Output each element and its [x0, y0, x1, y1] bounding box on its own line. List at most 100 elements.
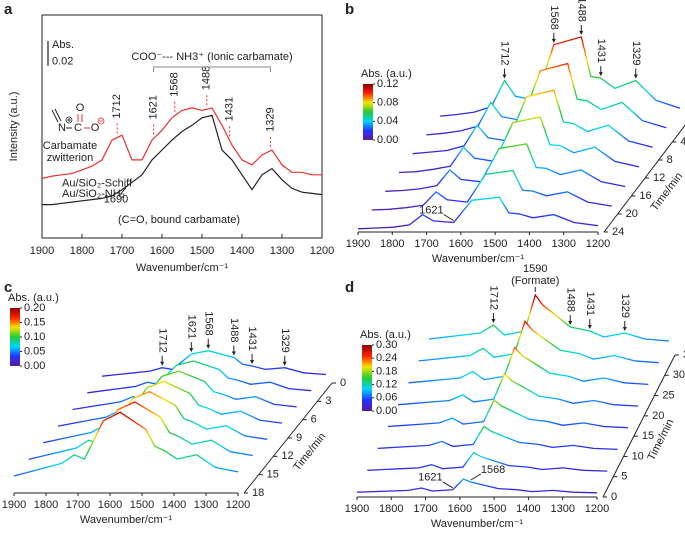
time-tick-label: 6: [311, 414, 317, 426]
arrow-head: [502, 74, 507, 79]
trace-backdrop: [408, 347, 649, 396]
x-tick-label: 1500: [130, 499, 154, 511]
front-label: 1621: [418, 472, 442, 484]
time-tick-label: 0: [340, 377, 346, 389]
x-tick-label: 1500: [190, 245, 214, 257]
spectrum-trace: [418, 319, 659, 364]
arrow-head: [250, 360, 255, 364]
colorbar-tick-label: 0.12: [376, 379, 397, 391]
front-arrow: [470, 473, 482, 481]
dip-note: (C=O, bound carbamate): [118, 214, 240, 226]
x-tick-label: 1200: [310, 245, 334, 257]
x-tick-label: 1800: [34, 499, 58, 511]
charge-sign: [67, 118, 71, 122]
zwitterion-label: zwitterion: [47, 152, 93, 164]
x-tick-label: 1400: [230, 245, 254, 257]
peak-label: 1431: [584, 292, 596, 316]
trace-backdrop: [358, 197, 598, 232]
x-tick-label: 1200: [226, 499, 250, 511]
time-tick-label: 9: [296, 432, 302, 444]
spectrum-trace: [43, 390, 268, 444]
x-axis-label: Wavenumber/cm⁻¹: [432, 253, 525, 265]
arrow-head: [622, 327, 627, 331]
front-arrow: [442, 481, 453, 489]
time-tick-label: 24: [612, 226, 624, 238]
bracket-label: COO⁻--- NH3⁺ (Ionic carbamate): [131, 51, 292, 63]
x-tick-label: 1900: [346, 238, 370, 250]
x-tick-label: 1900: [345, 503, 369, 515]
peak-label: 1621: [185, 315, 197, 339]
x-tick-label: 1200: [586, 238, 610, 250]
charge: [65, 116, 73, 124]
peak-label: 1431: [595, 39, 607, 63]
colorbar: [10, 308, 20, 366]
arrow-head: [579, 30, 584, 35]
x-tick-label: 1600: [449, 238, 473, 250]
peak-label: 1431: [246, 327, 258, 351]
colorbar-tick-label: 0.30: [376, 339, 397, 351]
colorbar-tick-label: 0.04: [377, 115, 398, 127]
spectrum-trace: [385, 143, 626, 192]
peak-label: 1329: [630, 41, 642, 65]
x-tick-label: 1500: [483, 238, 507, 250]
dip-arrow: [119, 187, 127, 196]
spectrum-line: [41, 107, 322, 180]
arrow-head: [587, 325, 592, 329]
peak-label: 1568: [202, 311, 214, 335]
colorbar-tick-label: 0.12: [377, 78, 398, 90]
spectrum-trace: [72, 370, 297, 411]
spectrum-trace: [398, 372, 639, 407]
x-tick-label: 1700: [414, 238, 438, 250]
trace-backdrop: [377, 426, 618, 457]
bond: [54, 108, 62, 122]
arrow-head: [189, 348, 194, 353]
legend-label: Au/SiO₂-NH₂: [62, 188, 125, 200]
panel-label: b: [345, 1, 354, 18]
spectrum-trace: [87, 360, 312, 394]
time-tick-label: 25: [662, 389, 674, 401]
trace-backdrop: [429, 295, 669, 355]
x-tick-label: 1300: [551, 238, 575, 250]
time-tick-label: 0: [611, 491, 617, 503]
x-tick-label: 1900: [30, 245, 54, 257]
colorbar-label: Abs. (a.u.): [361, 68, 412, 80]
panel-label: d: [345, 279, 354, 296]
colorbar-tick-label: 0.05: [24, 345, 45, 357]
peak-note: (Formate): [511, 275, 559, 287]
spectrum-trace: [13, 411, 239, 477]
x-axis-label: Wavenumber/cm⁻¹: [80, 514, 173, 526]
front-arrow: [443, 214, 454, 221]
time-tick-label: 12: [653, 172, 665, 184]
arrow-head: [491, 319, 496, 323]
colorbar-label: Abs. (a.u.): [8, 292, 59, 304]
spectrum-trace: [398, 116, 640, 174]
spectrum-trace: [357, 196, 599, 230]
x-tick-label: 1900: [2, 499, 26, 511]
scale-bar-unit: Abs.: [52, 39, 74, 51]
spectrum-trace: [28, 401, 253, 461]
x-tick-label: 1700: [66, 499, 90, 511]
time-tick-label: 4: [680, 136, 685, 148]
x-tick-label: 1600: [98, 499, 122, 511]
spectrum-trace: [408, 346, 649, 386]
time-tick-label: 15: [267, 469, 279, 481]
peak-label: 1568: [169, 72, 181, 96]
x-tick-label: 1800: [380, 238, 404, 250]
spectrum-trace: [101, 350, 327, 377]
spectrum-trace: [439, 36, 681, 117]
x-tick-label: 1300: [270, 245, 294, 257]
spectrum-trace: [377, 425, 618, 451]
peak-label: 1488: [564, 288, 576, 312]
dip-label: 1690: [104, 194, 128, 206]
peak-label: 1712: [111, 94, 123, 118]
time-tick-label: 3: [325, 395, 331, 407]
x-tick-label: 1500: [482, 503, 506, 515]
trace-backdrop: [102, 350, 326, 383]
colorbar-label: Abs. (a.u.): [360, 329, 411, 341]
time-axis: [602, 354, 676, 498]
time-tick-label: 8: [667, 154, 673, 166]
x-axis-label: Wavenumber/cm⁻¹: [431, 518, 524, 530]
peak-label: 1488: [201, 66, 213, 90]
peak-label: 1431: [224, 97, 236, 121]
